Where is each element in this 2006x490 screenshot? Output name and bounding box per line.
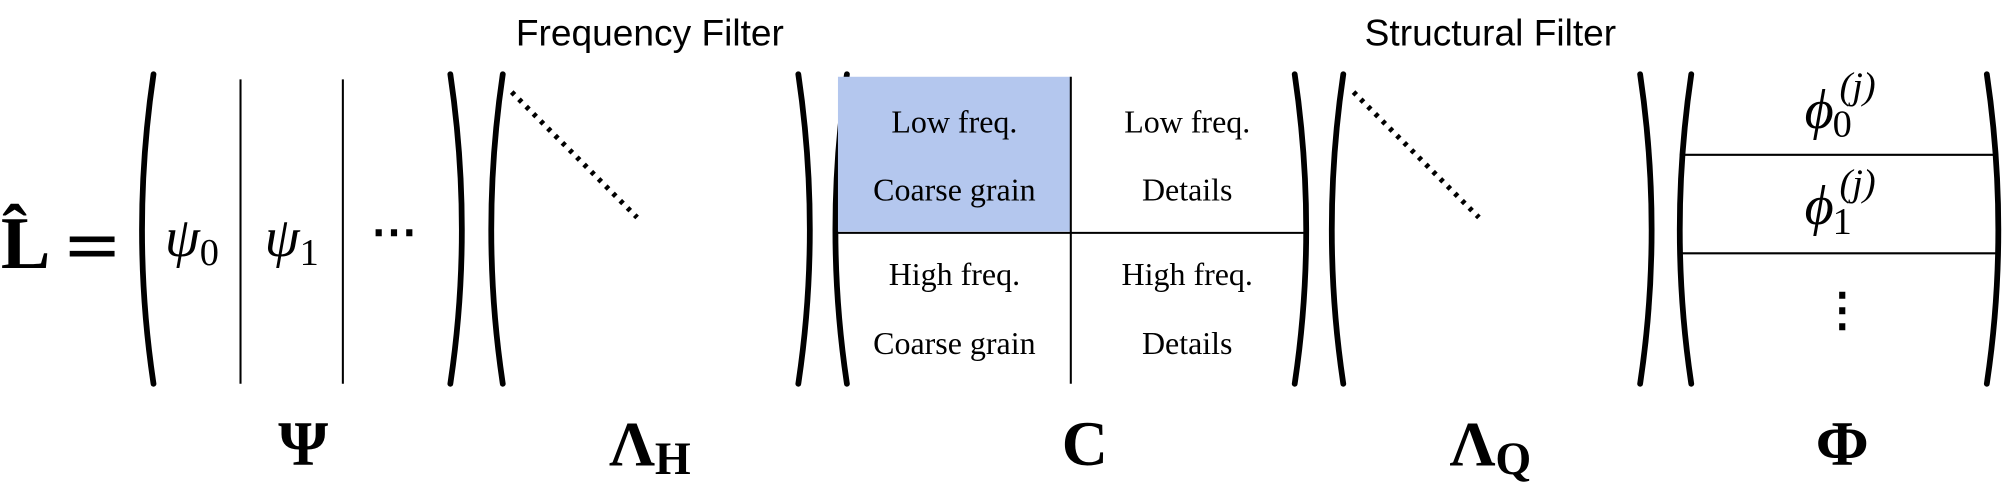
paren bbox=[795, 71, 813, 387]
psi-entry: ψ0 bbox=[165, 207, 219, 274]
paren bbox=[139, 71, 157, 387]
paren bbox=[1637, 71, 1655, 387]
phi-symbol: ϕ bbox=[1805, 79, 1834, 141]
matrix-label: ΛQ bbox=[1450, 408, 1532, 484]
superscript: (j) bbox=[1839, 163, 1875, 205]
ellipsis: ⋯ bbox=[371, 204, 417, 258]
paren bbox=[447, 71, 465, 387]
cell-text: Low freq. bbox=[891, 105, 1017, 140]
equals-sign: = bbox=[62, 203, 122, 286]
ellipsis: ⋮ bbox=[1819, 282, 1865, 336]
subscript: 1 bbox=[1833, 201, 1852, 243]
diagonal bbox=[509, 90, 639, 220]
lhs-symbol: L̂ bbox=[1, 203, 50, 285]
symbol: Λ bbox=[609, 408, 655, 479]
superscript: (j) bbox=[1839, 65, 1875, 107]
matrix-label: Ψ bbox=[278, 408, 328, 479]
paren bbox=[1291, 71, 1310, 387]
filter-title: Structural Filter bbox=[1365, 12, 1616, 54]
cell-text: Low freq. bbox=[1124, 105, 1250, 140]
phi-symbol: ϕ bbox=[1805, 175, 1834, 237]
paren bbox=[1676, 71, 1695, 387]
highlight-cell bbox=[837, 76, 1071, 232]
cell-text: Coarse grain bbox=[873, 173, 1035, 208]
paren bbox=[488, 71, 506, 387]
cell-text: High freq. bbox=[889, 257, 1020, 292]
matrix-label: Φ bbox=[1816, 408, 1869, 479]
subscript: Q bbox=[1495, 433, 1531, 484]
cell-text: Details bbox=[1142, 173, 1233, 208]
cell-text: Coarse grain bbox=[873, 326, 1035, 361]
paren bbox=[1328, 71, 1347, 387]
symbol: Λ bbox=[1450, 408, 1496, 479]
symbol: ψ bbox=[165, 207, 201, 269]
subscript: H bbox=[655, 433, 691, 484]
matrix-label: C bbox=[1062, 408, 1108, 479]
filter-title: Frequency Filter bbox=[516, 12, 784, 54]
symbol: ψ bbox=[265, 207, 301, 269]
cell-text: Details bbox=[1142, 326, 1233, 361]
matrix-label: ΛH bbox=[609, 408, 691, 484]
paren bbox=[1983, 71, 2002, 387]
subscript: 0 bbox=[1833, 104, 1852, 146]
subscript: 0 bbox=[200, 232, 219, 274]
diagonal bbox=[1351, 90, 1481, 220]
psi-entry: ψ1 bbox=[265, 207, 319, 274]
cell-text: High freq. bbox=[1122, 257, 1253, 292]
subscript: 1 bbox=[300, 232, 319, 274]
